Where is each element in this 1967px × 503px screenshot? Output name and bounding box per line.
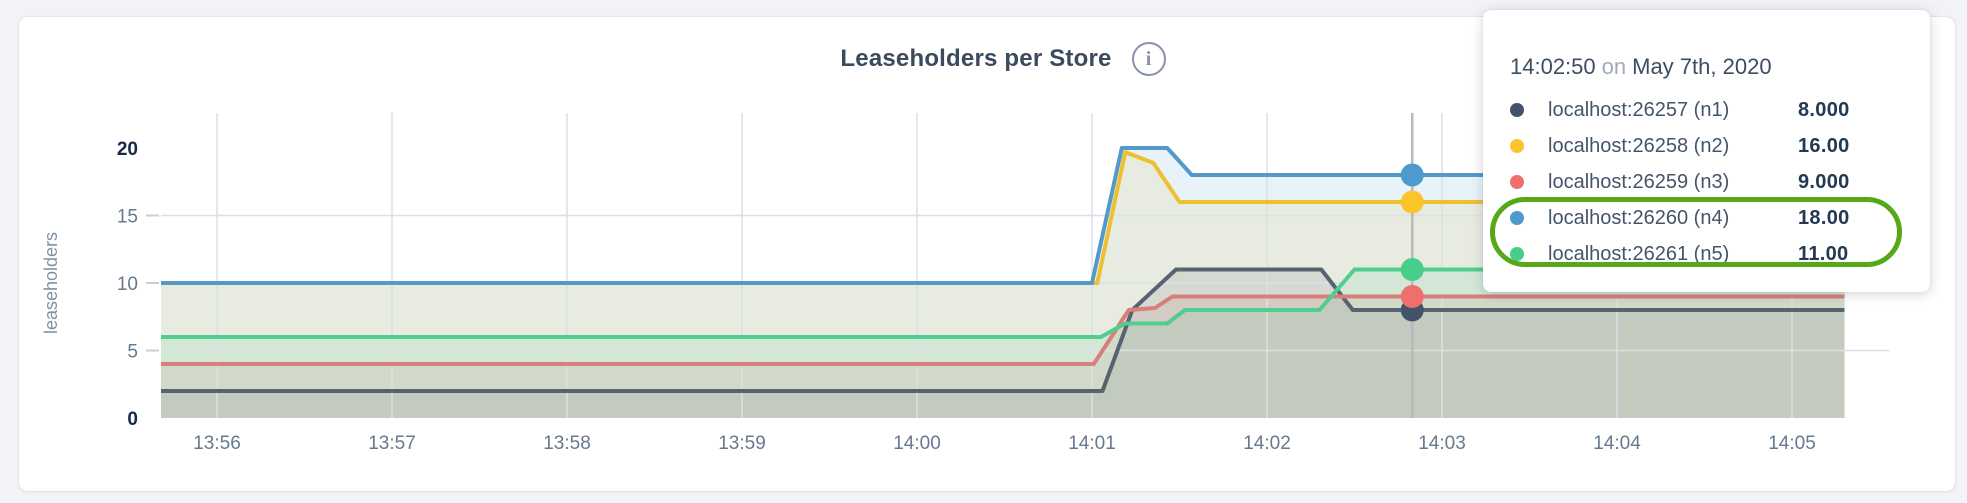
- series-value: 18.00: [1798, 206, 1850, 229]
- tooltip-timestamp: 14:02:50 on May 7th, 2020: [1510, 50, 1930, 84]
- series-label: localhost:26258 (n2): [1548, 134, 1730, 157]
- tooltip-rows: localhost:26257 (n1) 8.000 localhost:262…: [1510, 92, 1930, 272]
- series-dot-n4: [1510, 211, 1524, 225]
- series-label: localhost:26257 (n1): [1548, 98, 1730, 121]
- tooltip-time: 14:02:50: [1510, 54, 1596, 79]
- x-tick-label: 14:04: [1593, 433, 1641, 454]
- tooltip-row: localhost:26258 (n2) 16.00: [1510, 128, 1930, 164]
- series-line-n1: [161, 267, 1845, 393]
- series-dot-n3: [1510, 175, 1524, 189]
- hover-dot-n5: [1400, 258, 1424, 281]
- x-tick-label: 14:02: [1243, 433, 1291, 454]
- x-tick-label: 13:59: [718, 433, 766, 454]
- chart-header: Leaseholders per Store i: [161, 41, 1845, 77]
- series-value: 8.000: [1798, 98, 1850, 121]
- series-value: 11.00: [1798, 242, 1849, 265]
- y-axis-title: leaseholders: [41, 232, 61, 334]
- tooltip-row: localhost:26257 (n1) 8.000: [1510, 92, 1930, 128]
- series-line-n5: [161, 267, 1845, 339]
- hover-dot-n3: [1400, 285, 1424, 308]
- series-area-n3: [161, 296, 1845, 418]
- x-tick-label: 14:05: [1768, 433, 1816, 454]
- hover-dot-n4: [1400, 163, 1424, 187]
- series-area-n1: [161, 269, 1845, 418]
- y-tick-label: 5: [127, 342, 138, 363]
- series-dot-n5: [1510, 247, 1524, 261]
- series-value: 16.00: [1798, 134, 1850, 157]
- series-label: localhost:26261 (n5): [1548, 242, 1730, 265]
- series-line-n4: [161, 146, 1845, 285]
- info-icon[interactable]: i: [1131, 42, 1166, 76]
- tooltip-date: May 7th, 2020: [1632, 54, 1772, 79]
- y-tick-label: 10: [117, 274, 138, 295]
- x-tick-label: 14:03: [1418, 433, 1466, 454]
- series-value: 9.000: [1798, 170, 1850, 193]
- y-tick-label: 20: [117, 139, 138, 160]
- tooltip-row: localhost:26260 (n4) 18.00: [1510, 200, 1930, 236]
- series-line-n3: [161, 294, 1845, 366]
- series-area-n2: [161, 152, 1845, 418]
- tooltip-conjunction: on: [1601, 54, 1627, 79]
- hover-dot-n2: [1400, 190, 1424, 214]
- x-tick-label: 13:58: [543, 433, 591, 454]
- x-tick-label: 14:01: [1068, 433, 1116, 454]
- x-tick-label: 13:56: [193, 433, 241, 454]
- chart-tooltip: 14:02:50 on May 7th, 2020 localhost:26257 …: [1483, 10, 1930, 292]
- x-tick-label: 14:00: [893, 433, 941, 454]
- series-label: localhost:26260 (n4): [1548, 206, 1730, 229]
- series-area-n5: [161, 269, 1845, 418]
- series-dot-n1: [1510, 103, 1524, 117]
- y-tick-label: 0: [127, 409, 138, 430]
- series-dot-n2: [1510, 139, 1524, 153]
- series-label: localhost:26259 (n3): [1548, 170, 1730, 193]
- tooltip-row: localhost:26259 (n3) 9.000: [1510, 164, 1930, 200]
- tooltip-row: localhost:26261 (n5) 11.00: [1510, 236, 1930, 272]
- chart-title: Leaseholders per Store: [840, 45, 1112, 72]
- y-tick-label: 15: [117, 207, 138, 228]
- x-tick-label: 13:57: [368, 433, 416, 454]
